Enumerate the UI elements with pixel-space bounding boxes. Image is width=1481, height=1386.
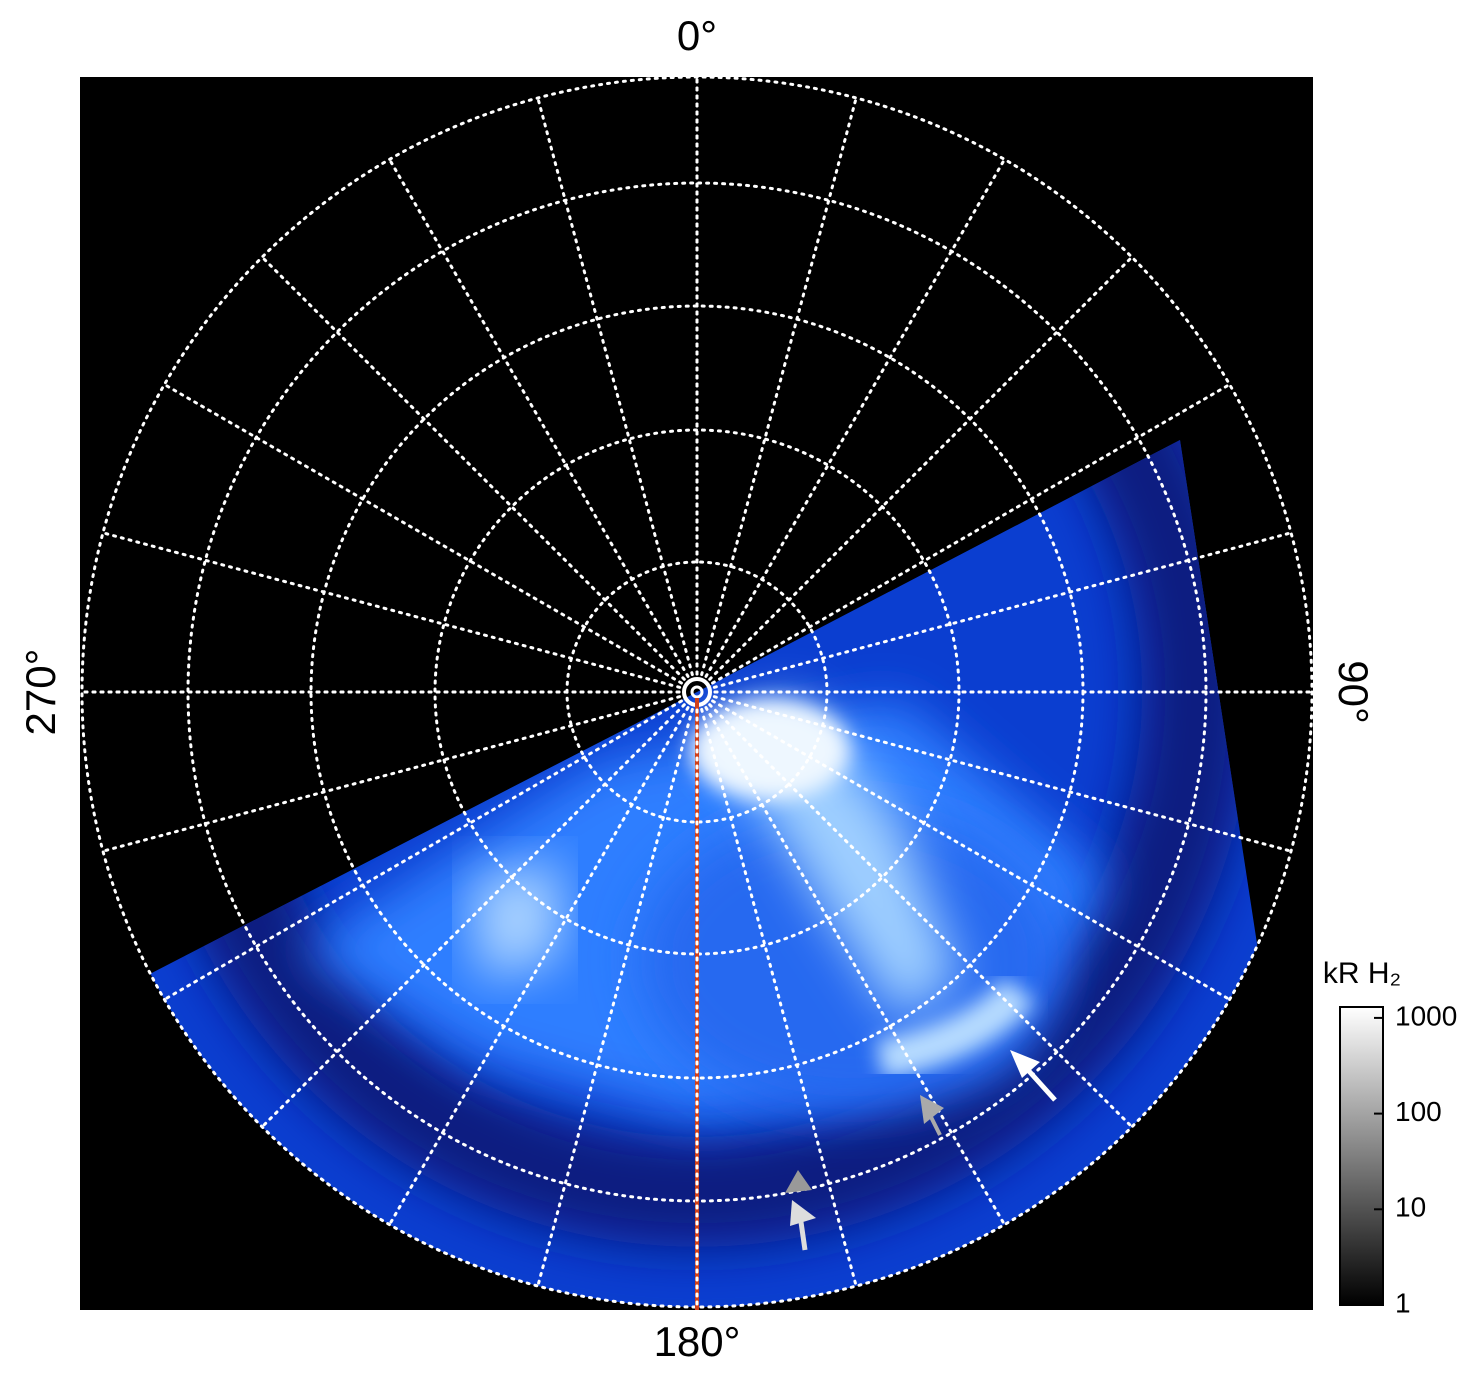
meridian xyxy=(700,707,858,1288)
colorbar-tick-label: 10 xyxy=(1395,1192,1426,1223)
arrows xyxy=(785,1050,1057,1251)
colorbar-tick-label: 1 xyxy=(1395,1287,1411,1318)
meridian xyxy=(712,531,1293,689)
meridian xyxy=(711,699,1232,1001)
angle-tick-label: 180° xyxy=(654,1318,741,1365)
colorbar xyxy=(1339,1006,1384,1306)
meridian xyxy=(708,703,1134,1129)
meridian xyxy=(101,531,682,689)
meridian xyxy=(708,255,1134,681)
colorbar-label: kR H₂ xyxy=(1323,957,1401,990)
meridian xyxy=(260,703,686,1129)
colorbar-tick-label: 1000 xyxy=(1395,1000,1457,1031)
meridian xyxy=(388,706,690,1227)
angle-tick-label: 270° xyxy=(17,649,64,736)
angle-tick-label: 90° xyxy=(1330,660,1377,724)
meridian xyxy=(260,255,686,681)
meridian xyxy=(101,695,682,853)
meridian xyxy=(704,706,1006,1227)
meridian xyxy=(536,707,694,1288)
meridian xyxy=(388,157,690,678)
meridian xyxy=(536,96,694,677)
meridian xyxy=(712,695,1293,853)
meridian xyxy=(711,383,1232,685)
colorbar-tick-label: 100 xyxy=(1395,1096,1442,1127)
meridian xyxy=(700,96,858,677)
meridian xyxy=(162,699,683,1001)
angle-tick-label: 0° xyxy=(677,12,717,59)
meridian xyxy=(162,383,683,685)
meridian xyxy=(704,157,1006,678)
